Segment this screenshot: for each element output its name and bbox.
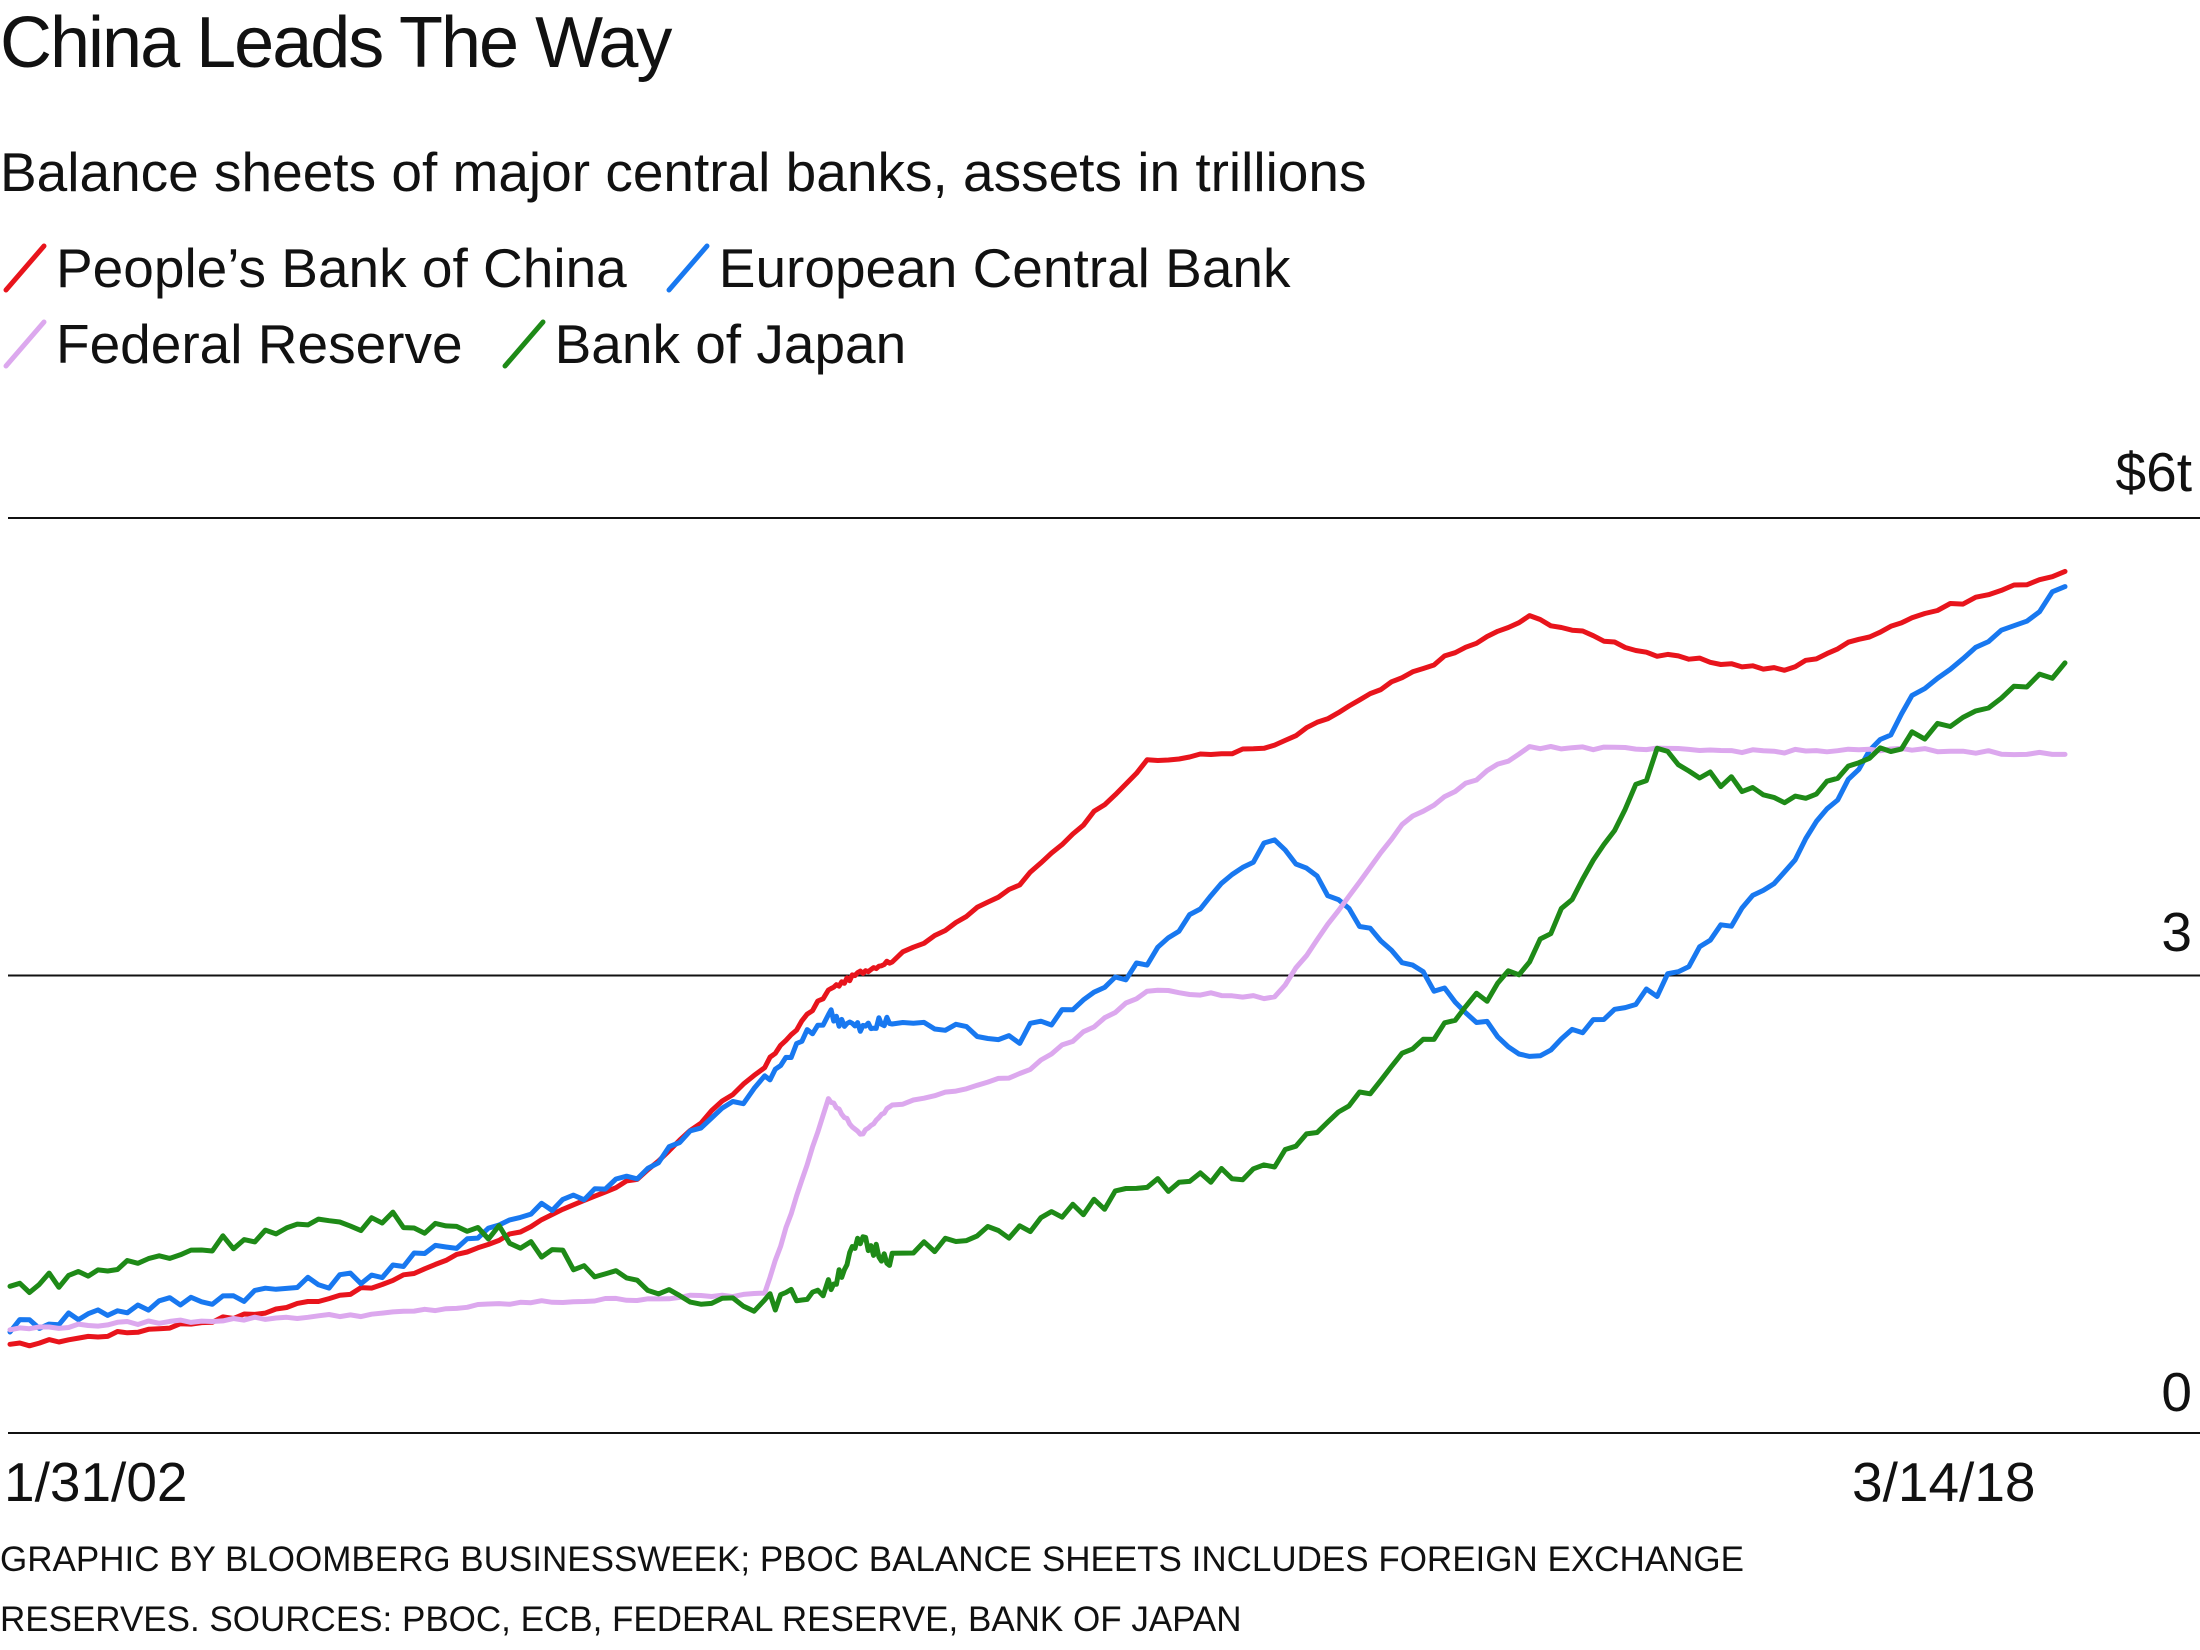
y-tick-label-bottom: 0 xyxy=(2161,1361,2192,1423)
chart-subtitle: Balance sheets of major central banks, a… xyxy=(0,141,1367,203)
legend-label-boj: Bank of Japan xyxy=(554,313,907,375)
gridlines xyxy=(8,517,2200,1434)
legend-row-2: Federal Reserve Bank of Japan xyxy=(0,312,942,376)
series-line-pboc xyxy=(7,568,2068,1349)
legend-swatch-ecb xyxy=(666,243,710,293)
legend-swatch-boj xyxy=(502,319,546,369)
legend-row-1: People’s Bank of China European Central … xyxy=(0,236,1327,300)
legend-label-fed: Federal Reserve xyxy=(56,313,463,375)
y-tick-label-top: $6t xyxy=(2115,441,2192,503)
legend-item-ecb: European Central Bank xyxy=(663,236,1291,300)
legend-swatch-fed xyxy=(3,319,47,369)
series-line-fed xyxy=(7,744,2068,1333)
y-tick-label-mid: 3 xyxy=(2161,901,2192,963)
legend-swatch-pboc xyxy=(3,243,47,293)
x-tick-label-end: 3/14/18 xyxy=(1852,1451,2036,1513)
x-tick-label-start: 1/31/02 xyxy=(4,1451,188,1513)
legend-item-pboc: People’s Bank of China xyxy=(0,236,627,300)
series-line-ecb xyxy=(7,584,2068,1335)
series-line-boj xyxy=(7,660,2068,1314)
footer-note-line-1: GRAPHIC BY BLOOMBERG BUSINESSWEEK; PBOC … xyxy=(0,1540,1744,1579)
series-lines xyxy=(7,568,2068,1349)
legend-item-fed: Federal Reserve xyxy=(0,312,463,376)
legend-label-ecb: European Central Bank xyxy=(718,237,1291,299)
legend-label-pboc: People’s Bank of China xyxy=(56,237,627,299)
legend-item-boj: Bank of Japan xyxy=(499,312,907,376)
footer-note-line-2: RESERVES. SOURCES: PBOC, ECB, FEDERAL RE… xyxy=(0,1600,1242,1639)
chart-title: China Leads The Way xyxy=(0,3,672,83)
